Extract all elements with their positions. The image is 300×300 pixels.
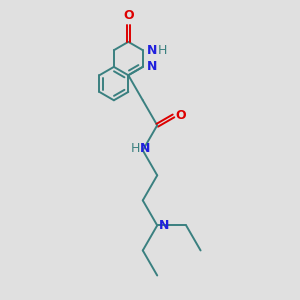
Text: N: N: [146, 44, 157, 57]
Text: N: N: [140, 142, 150, 155]
Text: H: H: [130, 142, 140, 155]
Text: H: H: [158, 44, 167, 57]
Text: N: N: [146, 60, 157, 74]
Text: N: N: [159, 219, 169, 232]
Text: O: O: [123, 9, 134, 22]
Text: O: O: [176, 110, 186, 122]
